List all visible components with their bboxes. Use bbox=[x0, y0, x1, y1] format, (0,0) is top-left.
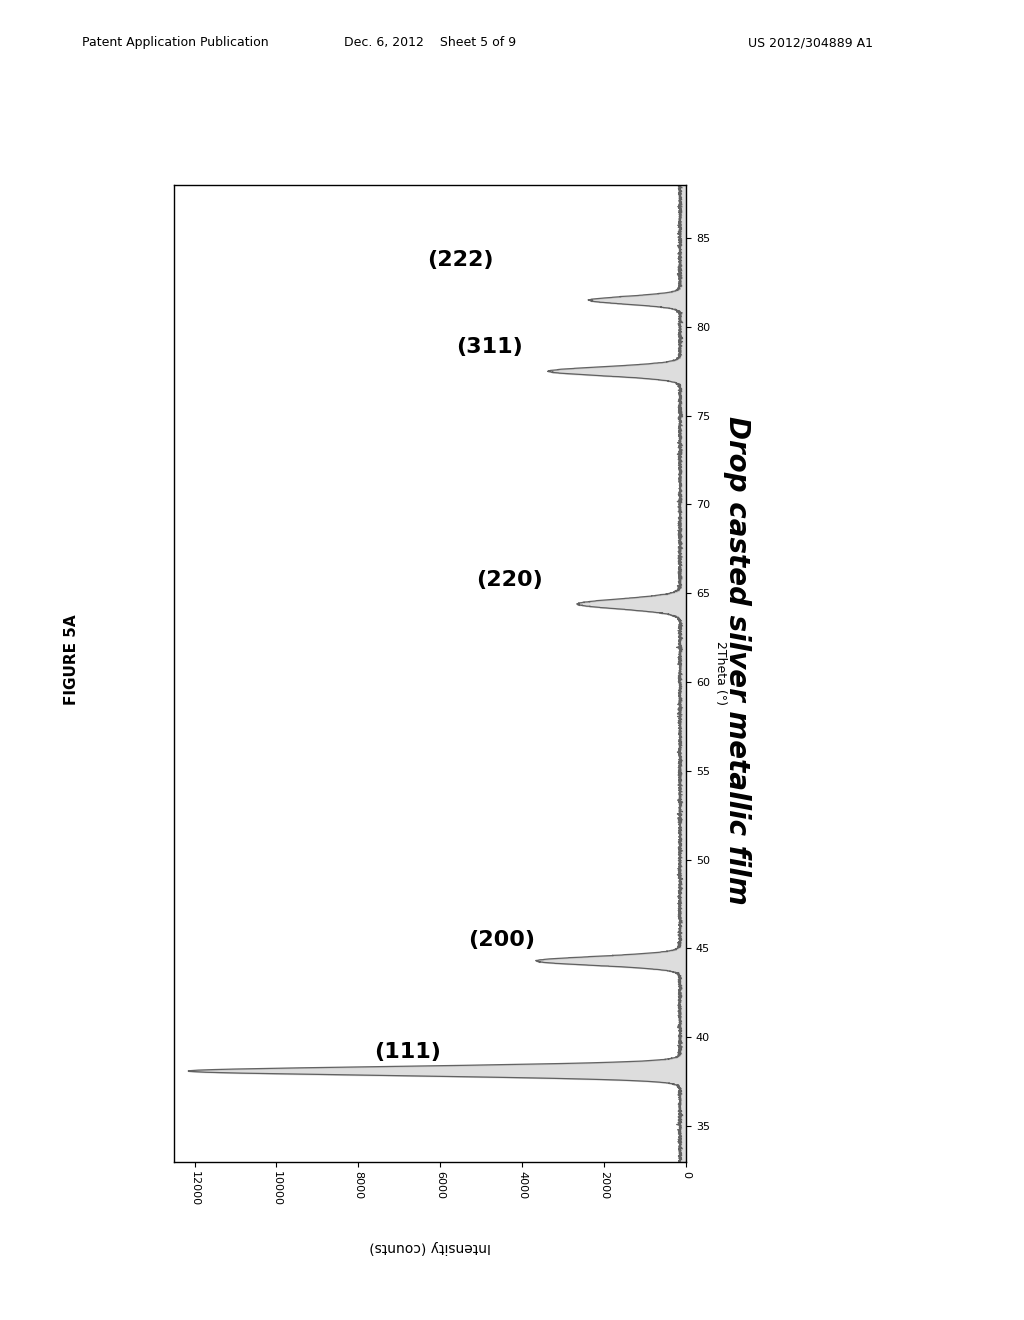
Text: (220): (220) bbox=[476, 570, 544, 590]
Text: US 2012/304889 A1: US 2012/304889 A1 bbox=[748, 36, 872, 49]
Y-axis label: 2Theta (°): 2Theta (°) bbox=[714, 642, 727, 705]
Text: Dec. 6, 2012    Sheet 5 of 9: Dec. 6, 2012 Sheet 5 of 9 bbox=[344, 36, 516, 49]
Text: (111): (111) bbox=[374, 1043, 441, 1063]
Text: FIGURE 5A: FIGURE 5A bbox=[65, 615, 79, 705]
Text: Patent Application Publication: Patent Application Publication bbox=[82, 36, 268, 49]
Text: Intensity (counts): Intensity (counts) bbox=[370, 1241, 490, 1254]
Text: (200): (200) bbox=[468, 931, 536, 950]
Text: Drop casted silver metallic film: Drop casted silver metallic film bbox=[723, 416, 752, 904]
Text: (222): (222) bbox=[428, 249, 494, 271]
Text: (311): (311) bbox=[456, 337, 523, 358]
